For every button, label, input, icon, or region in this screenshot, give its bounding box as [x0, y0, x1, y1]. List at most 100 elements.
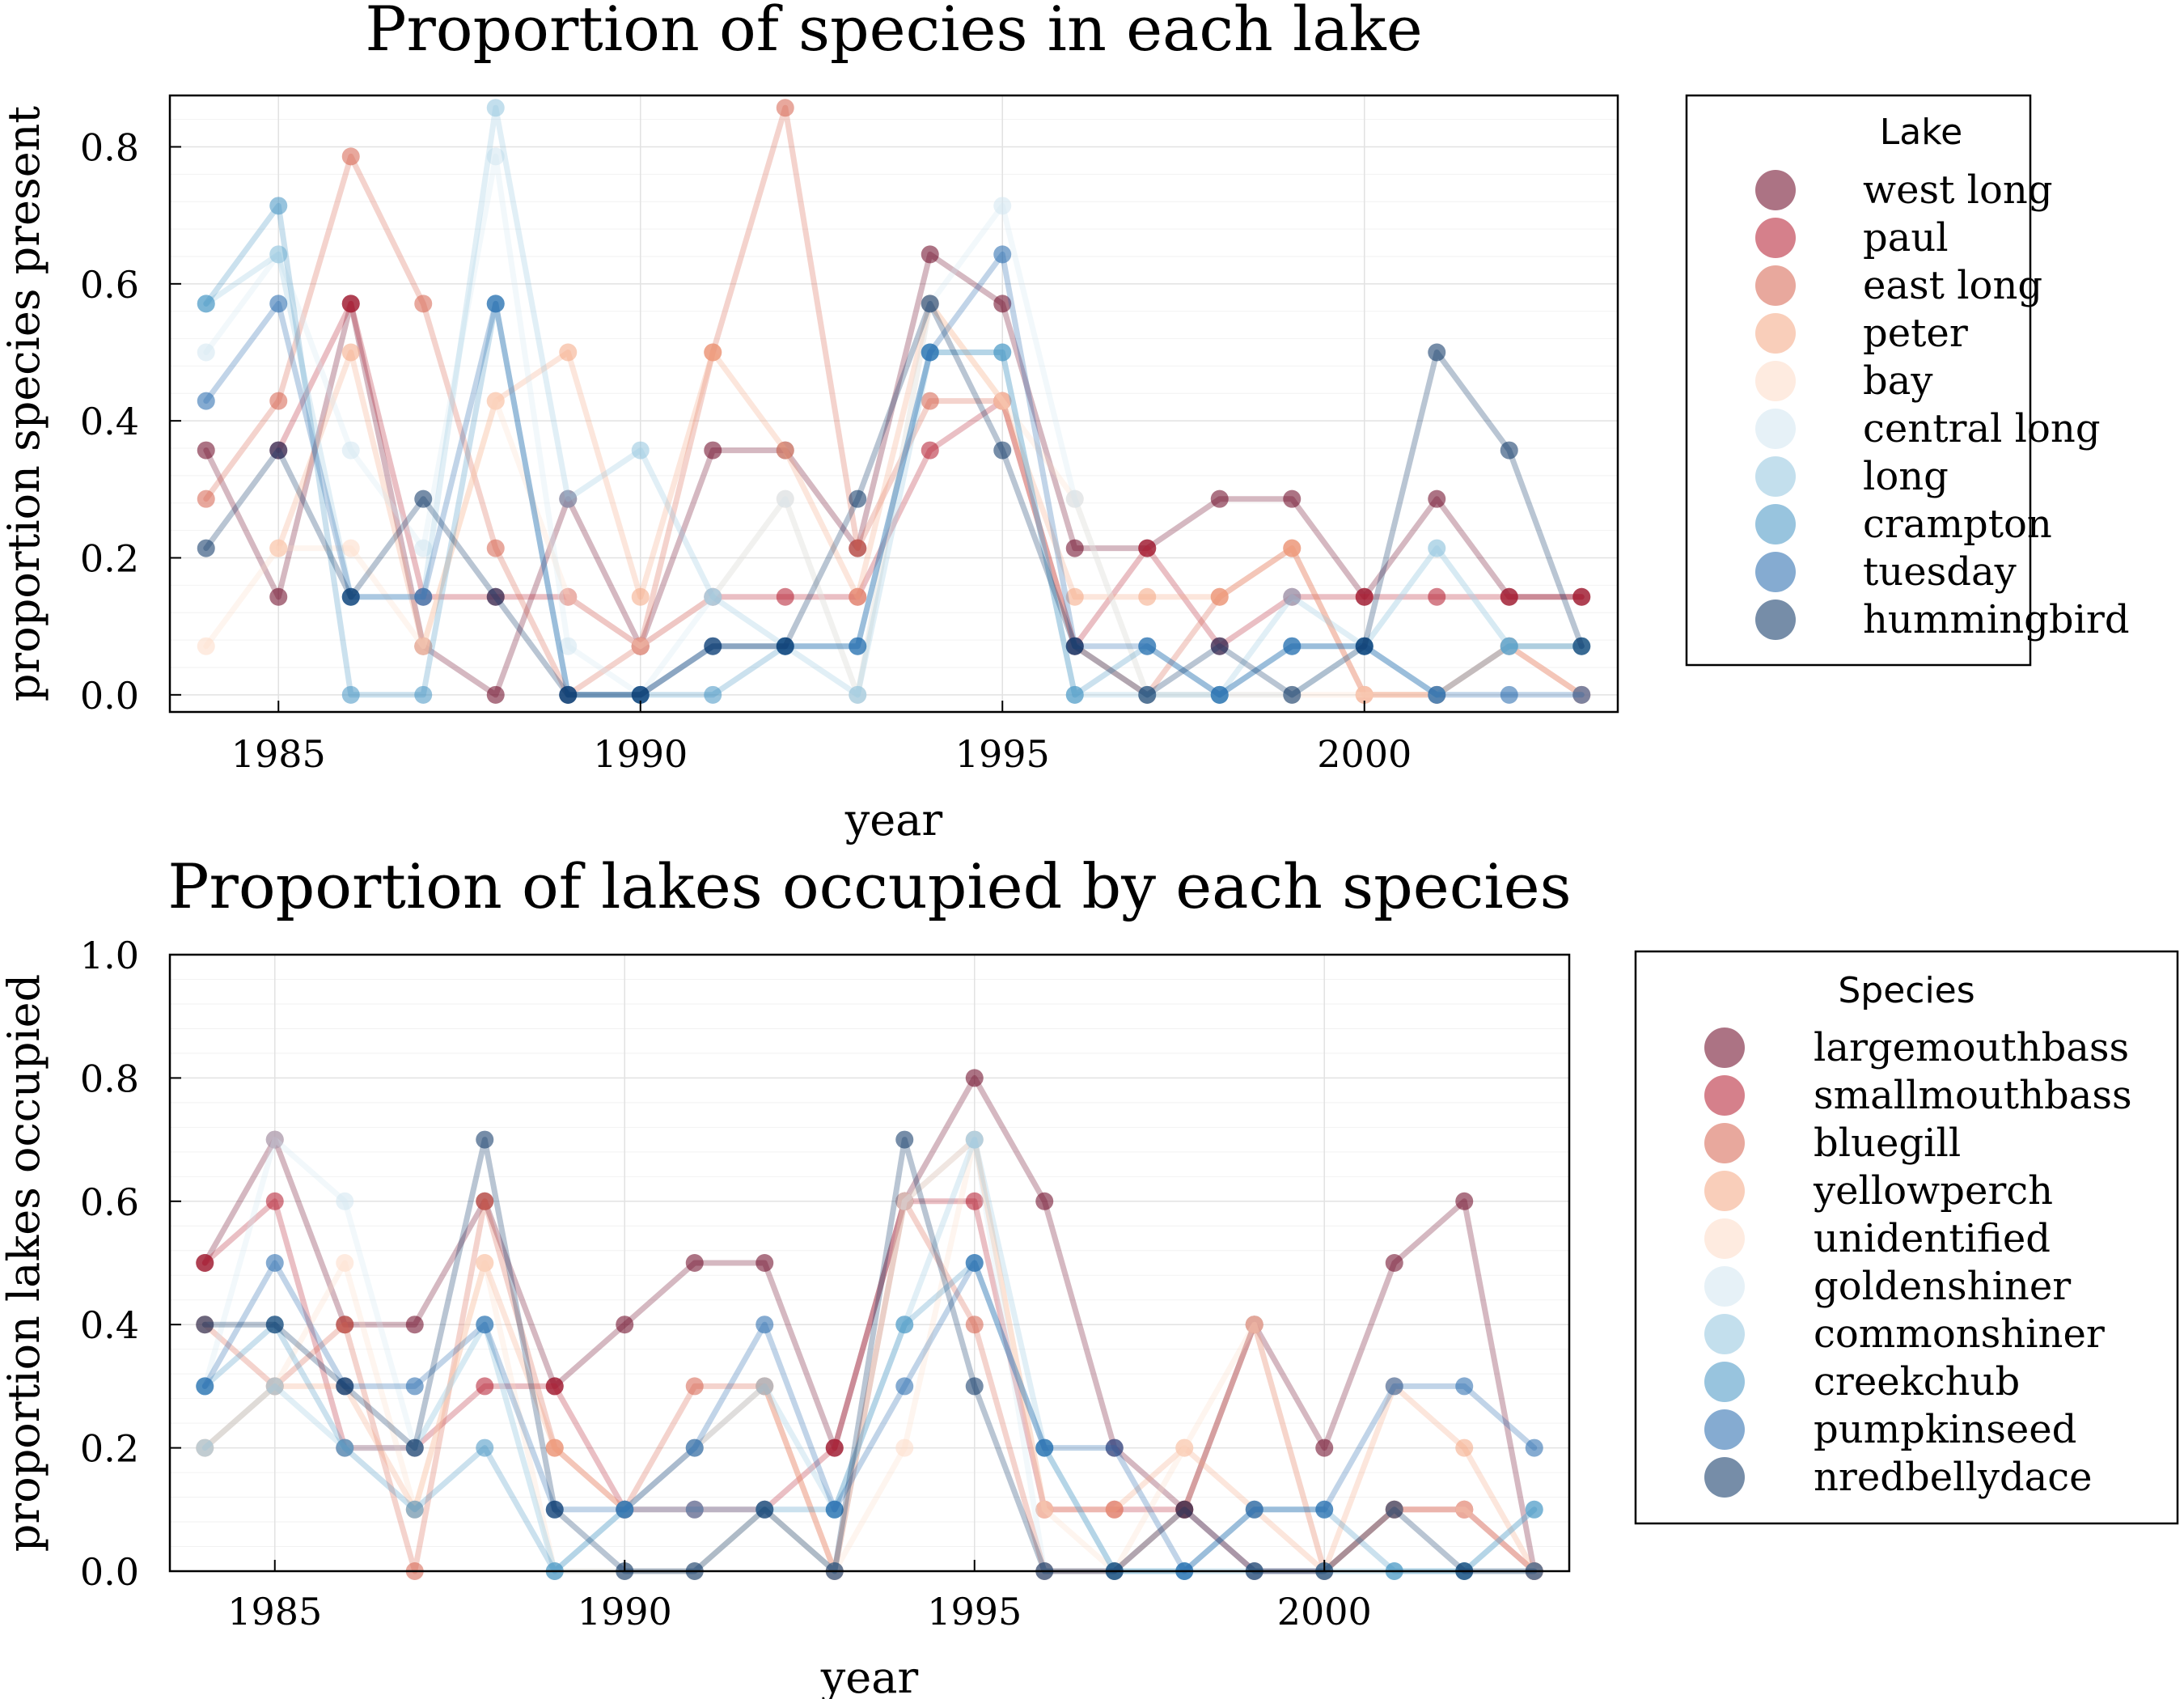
data-point — [486, 539, 505, 557]
data-point — [269, 587, 288, 606]
data-point — [965, 1316, 984, 1334]
data-point — [1065, 685, 1084, 704]
data-point — [197, 441, 215, 460]
data-point — [1500, 637, 1518, 655]
data-point — [1210, 637, 1229, 655]
legend-entry: paul — [1755, 215, 1949, 261]
data-point — [1455, 1192, 1474, 1210]
data-point — [921, 441, 939, 460]
series-line — [203, 104, 1585, 698]
data-point — [704, 343, 722, 362]
legend-entry: smallmouthbass — [1704, 1073, 2132, 1118]
series-line — [203, 300, 1585, 698]
data-point — [895, 1438, 914, 1457]
data-point — [1428, 489, 1446, 508]
data-point — [336, 1438, 354, 1457]
series-line — [203, 202, 1585, 698]
data-point — [486, 392, 505, 410]
data-point — [486, 294, 505, 313]
x-tick-label: 1995 — [955, 732, 1050, 776]
legend-entry: largemouthbass — [1704, 1025, 2129, 1070]
data-point — [1065, 539, 1084, 557]
legend-marker — [1704, 1314, 1745, 1354]
data-point — [1105, 1500, 1124, 1519]
legend-marker — [1704, 1027, 1745, 1068]
legend-entry: nredbellydace — [1704, 1455, 2093, 1500]
data-point — [341, 343, 360, 362]
data-point — [616, 1316, 634, 1334]
data-point — [685, 1438, 704, 1457]
data-point — [269, 539, 288, 557]
data-point — [704, 587, 722, 606]
legend-frame — [1685, 94, 2032, 667]
tick-marks — [170, 146, 1365, 712]
legend-marker — [1704, 1362, 1745, 1402]
data-point — [1525, 1500, 1543, 1519]
legend-entry: bay — [1755, 358, 1932, 404]
data-point — [704, 441, 722, 460]
data-point — [921, 245, 939, 264]
data-point — [265, 1254, 284, 1272]
series-line — [203, 104, 1585, 698]
data-point — [476, 1438, 494, 1457]
legend-title: Species — [1838, 970, 1974, 1011]
data-point — [414, 294, 433, 313]
legend-marker — [1704, 1457, 1745, 1498]
data-point — [486, 147, 505, 166]
data-point — [545, 1500, 564, 1519]
data-point — [545, 1377, 564, 1396]
data-point — [1138, 587, 1157, 606]
data-point — [965, 1130, 984, 1149]
data-point — [265, 1377, 284, 1396]
legend-label: crampton — [1863, 502, 2052, 547]
chart-species-per-lake: 0.0 0.2 0.4 0.6 0.8 1985 1990 1995 2000 Proportio… — [0, 0, 2130, 845]
data-point — [197, 637, 215, 655]
data-point — [1283, 685, 1302, 704]
data-point — [1572, 685, 1591, 704]
y-tick-label: 0.0 — [80, 1550, 139, 1594]
data-point — [1428, 685, 1446, 704]
data-point — [341, 587, 360, 606]
data-point — [685, 1500, 704, 1519]
series-line — [201, 1137, 1538, 1574]
data-point — [965, 1192, 984, 1210]
data-point — [486, 685, 505, 704]
data-point — [1355, 685, 1373, 704]
data-point — [341, 685, 360, 704]
data-point — [1138, 685, 1157, 704]
data-point — [269, 441, 288, 460]
data-point — [1455, 1377, 1474, 1396]
data-point — [1175, 1438, 1194, 1457]
legend-label: goldenshiner — [1814, 1264, 2071, 1309]
data-point — [631, 441, 650, 460]
legend-marker — [1755, 504, 1796, 544]
data-point — [476, 1192, 494, 1210]
data-point — [486, 587, 505, 606]
series-line — [201, 1137, 1538, 1574]
data-point — [559, 685, 578, 704]
y-tick-label: 0.0 — [80, 674, 139, 718]
data-point — [405, 1500, 424, 1519]
x-axis-label: year — [844, 794, 943, 845]
data-point — [197, 294, 215, 313]
data-point — [405, 1438, 424, 1457]
legend-marker — [1704, 1123, 1745, 1163]
data-point — [196, 1254, 214, 1272]
data-point — [849, 539, 867, 557]
data-point — [921, 392, 939, 410]
data-point — [1315, 1500, 1334, 1519]
x-tick-label: 1990 — [578, 1590, 672, 1633]
series-line — [203, 300, 1585, 698]
series-line — [203, 251, 1585, 698]
data-point — [197, 539, 215, 557]
legend-marker — [1755, 456, 1796, 497]
legend-marker — [1704, 1409, 1745, 1450]
data-point — [476, 1254, 494, 1272]
x-tick-label: 2000 — [1317, 732, 1412, 776]
legend-entry: commonshiner — [1704, 1311, 2105, 1357]
data-point — [704, 685, 722, 704]
legend-marker — [1755, 361, 1796, 401]
data-point — [756, 1377, 774, 1396]
legend-entry: goldenshiner — [1704, 1264, 2071, 1309]
